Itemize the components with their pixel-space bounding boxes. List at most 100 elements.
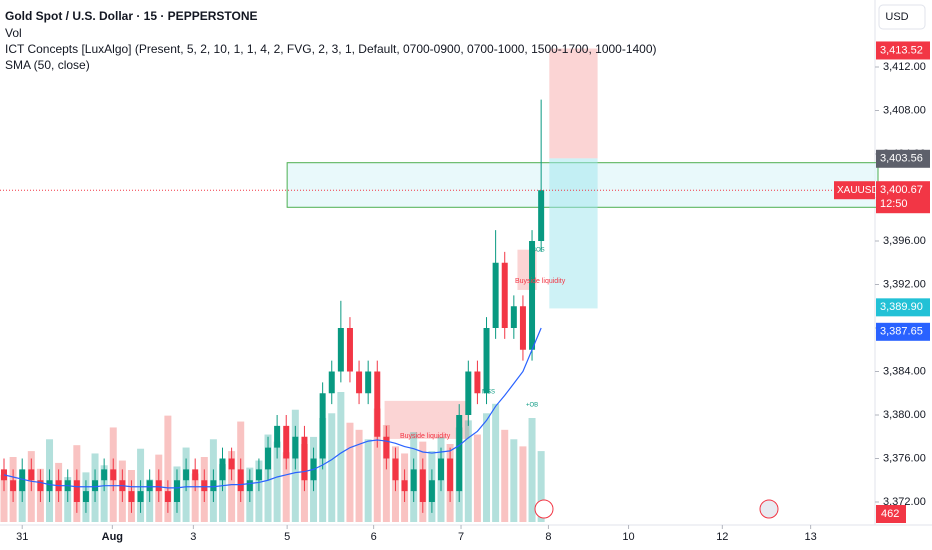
candle-body (82, 491, 89, 502)
candle-body (246, 480, 253, 492)
candle-body (492, 262, 499, 328)
candle-body (28, 469, 35, 481)
y-tick-label: 3,396.00 (883, 235, 926, 247)
candle-body (255, 469, 262, 481)
candle-body (501, 262, 508, 328)
candle-body (529, 241, 536, 350)
volume-bar (100, 465, 108, 522)
candle-body (510, 306, 517, 328)
candle-body (319, 393, 326, 459)
volume-bar (228, 451, 236, 522)
candle-body (73, 480, 80, 502)
candle-body (92, 480, 99, 492)
candle-body (292, 436, 299, 459)
currency[interactable]: USD (885, 11, 908, 23)
zone (384, 400, 470, 439)
candle-body (519, 306, 526, 350)
candle-body (146, 480, 153, 492)
candle-body (201, 480, 208, 492)
annotation: BOS (532, 248, 545, 254)
indicator: SMA (50, close) (5, 58, 90, 72)
candle-body (274, 425, 281, 448)
candle-body (19, 469, 26, 492)
overlay: Gold Spot / U.S. Dollar · 15 · PEPPERSTO… (5, 4, 930, 543)
price-badge-label: 3,403.56 (880, 153, 923, 165)
annotation: MSS (482, 390, 495, 396)
candle-body (37, 480, 44, 492)
price-badge-label: 3,389.90 (880, 301, 923, 313)
candle-body (128, 491, 135, 502)
event-icon[interactable] (534, 499, 554, 519)
candle-body (538, 190, 545, 241)
volume-bar (501, 429, 509, 522)
volume-bar (219, 464, 226, 522)
volume-bar (255, 460, 263, 522)
volume-bar (328, 413, 336, 522)
candle-body (346, 328, 353, 372)
volume-badge (876, 505, 906, 523)
candle-body (356, 371, 363, 394)
candle-body (183, 469, 190, 481)
plot: Buyside liquidity Buyside liquidity BOS MSS… (0, 48, 879, 529)
x-tick-label: 7 (458, 531, 464, 543)
x-tick-label: 6 (371, 531, 377, 543)
candle-body (219, 458, 226, 481)
volume-bar (537, 451, 545, 522)
candle-body (101, 469, 108, 481)
candle-body (10, 480, 17, 492)
volume-bar (164, 415, 172, 522)
volume-bar (382, 425, 390, 522)
annotation: Buyside liquidity (400, 433, 451, 440)
candle-body (46, 480, 53, 492)
price-badge-label: 3,400.67 (880, 184, 923, 196)
annotation: Buyside liquidity (515, 278, 566, 285)
price-badge-label: 3,387.65 (880, 326, 923, 338)
annotation: +OB (526, 403, 538, 409)
x-tick-label: 10 (622, 531, 634, 543)
x-tick-label: 12 (716, 531, 728, 543)
volume-bar (0, 474, 8, 522)
volume-bar (319, 418, 327, 522)
y-tick-label: 3,380.00 (883, 409, 926, 421)
symbol-tag (834, 181, 875, 200)
volume-bar (191, 473, 199, 522)
candle-body (428, 480, 435, 502)
candle-body (173, 480, 180, 502)
candle-body (328, 371, 335, 394)
candle-body (301, 436, 308, 481)
price-badge (876, 298, 930, 317)
price-badge-label: 3,413.52 (880, 44, 923, 56)
volume-bar (519, 446, 527, 522)
y-tick-label: 3,408.00 (883, 104, 926, 116)
volume-bar (364, 439, 372, 522)
volume-bar (473, 434, 481, 522)
volume-bar (464, 420, 472, 522)
volume-bar (346, 422, 354, 522)
symbol-label: XAUUSD (837, 185, 879, 196)
zone (549, 158, 598, 309)
candle-body (228, 458, 235, 470)
x-tick-label: 3 (190, 531, 196, 543)
indicator: Vol (5, 26, 22, 40)
volume-bar (355, 429, 363, 522)
candle-body (110, 469, 117, 481)
price-badge (876, 149, 930, 168)
zone (549, 48, 598, 159)
volume-bar (282, 452, 290, 522)
flag-icon[interactable] (759, 499, 779, 519)
volume-bar (337, 392, 345, 522)
candle-body (419, 469, 426, 502)
volume-bar (492, 403, 500, 522)
price-badge (876, 181, 930, 214)
candle-body (383, 436, 390, 459)
currency-button[interactable] (878, 4, 926, 30)
candle-body (410, 469, 417, 492)
candle-body (265, 447, 272, 470)
candle-body (365, 371, 372, 394)
candle-body (401, 480, 408, 492)
candle-body (465, 371, 472, 415)
candle-body (155, 480, 162, 492)
y-tick-label: 3,376.00 (883, 452, 926, 464)
